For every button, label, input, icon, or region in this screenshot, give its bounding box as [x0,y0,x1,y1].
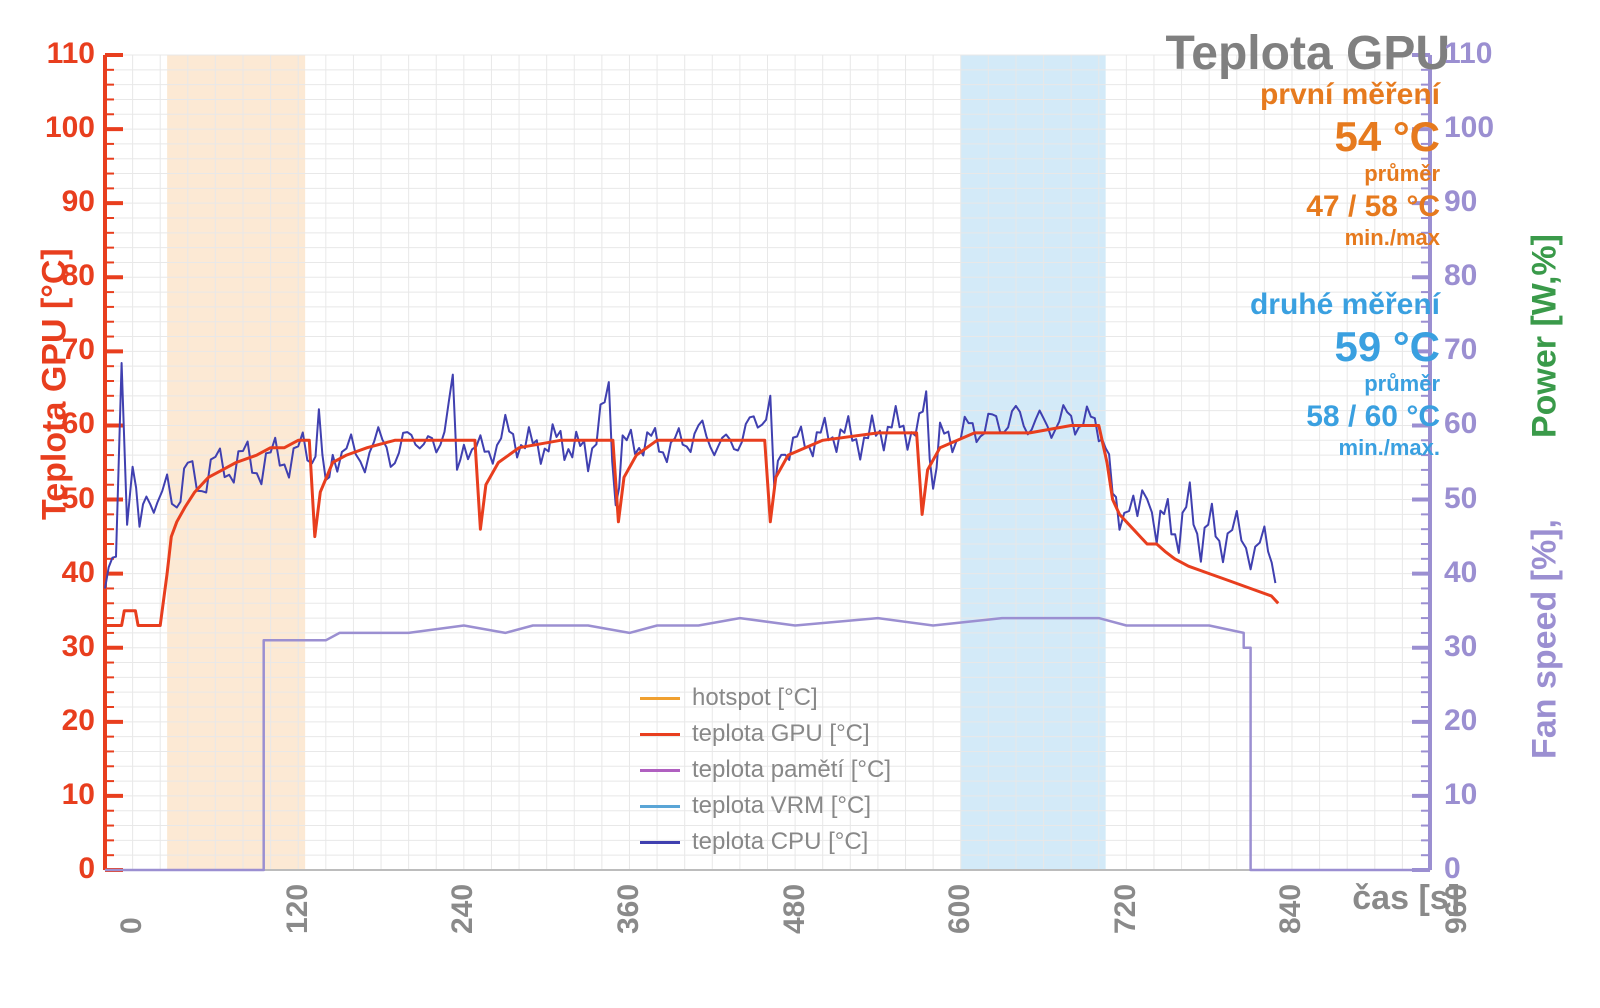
y-left-tick: 50 [35,482,95,516]
y-right-tick: 10 [1444,778,1514,812]
x-tick: 120 [281,884,315,934]
y-right-tick: 100 [1444,111,1514,145]
chart-title: Teplota GPU [1166,26,1450,81]
stats-first-measurement: první měření 54 °C průměr 47 / 58 °C min… [1260,78,1440,250]
y-left-tick: 20 [35,704,95,738]
stats-first-avglbl: průměr [1260,161,1440,186]
legend-label: teplota CPU [°C] [692,828,868,856]
y-left-tick: 60 [35,407,95,441]
y-left-tick: 100 [35,111,95,145]
legend-item: teplota VRM [°C] [640,788,891,824]
y-right-tick: 80 [1444,259,1514,293]
y-right-tick: 20 [1444,704,1514,738]
legend-swatch [640,769,680,772]
y-left-tick: 80 [35,259,95,293]
stats-second-mmlbl: min./max. [1250,435,1440,460]
stats-first-mmlbl: min./max [1260,225,1440,250]
y-right-tick: 110 [1444,37,1514,71]
x-tick: 480 [778,884,812,934]
y-left-tick: 0 [35,852,95,886]
legend-label: hotspot [°C] [692,684,818,712]
y-left-tick: 90 [35,185,95,219]
y-right-axis-title-power: Power [W,%] [1526,234,1565,438]
legend-label: teplota pamětí [°C] [692,756,891,784]
stats-first-avg: 54 °C [1260,113,1440,161]
gpu-temperature-chart: Teplota GPU Teplota GPU [°C] Fan speed [… [0,0,1600,1008]
y-right-tick: 0 [1444,852,1514,886]
stats-second-avg: 59 °C [1250,323,1440,371]
y-left-tick: 110 [35,37,95,71]
legend-label: teplota GPU [°C] [692,720,870,748]
y-left-tick: 70 [35,333,95,367]
x-tick: 240 [446,884,480,934]
legend-swatch [640,697,680,700]
stats-second-measurement: druhé měření 59 °C průměr 58 / 60 °C min… [1250,288,1440,460]
stats-first-title: první měření [1260,78,1440,113]
stats-second-title: druhé měření [1250,288,1440,323]
y-right-tick: 40 [1444,556,1514,590]
x-tick: 0 [115,917,149,934]
legend-swatch [640,733,680,736]
y-left-tick: 10 [35,778,95,812]
y-right-tick: 50 [1444,482,1514,516]
stats-first-mm: 47 / 58 °C [1260,190,1440,225]
x-tick: 720 [1109,884,1143,934]
stats-second-mm: 58 / 60 °C [1250,400,1440,435]
x-tick: 840 [1274,884,1308,934]
legend-item: teplota GPU [°C] [640,716,891,752]
y-right-tick: 70 [1444,333,1514,367]
legend-swatch [640,841,680,844]
legend-swatch [640,805,680,808]
y-right-tick: 90 [1444,185,1514,219]
legend-label: teplota VRM [°C] [692,792,871,820]
legend-item: teplota pamětí [°C] [640,752,891,788]
y-left-tick: 30 [35,630,95,664]
y-right-tick: 60 [1444,407,1514,441]
x-tick: 360 [612,884,646,934]
legend-item: teplota CPU [°C] [640,824,891,860]
stats-second-avglbl: průměr [1250,371,1440,396]
legend-item: hotspot [°C] [640,680,891,716]
y-right-axis-title-fan: Fan speed [%], [1526,519,1565,759]
x-tick: 600 [943,884,977,934]
x-tick: 960 [1440,884,1474,934]
y-left-tick: 40 [35,556,95,590]
chart-legend: hotspot [°C] teplota GPU [°C] teplota pamě… [640,680,891,860]
y-right-tick: 30 [1444,630,1514,664]
